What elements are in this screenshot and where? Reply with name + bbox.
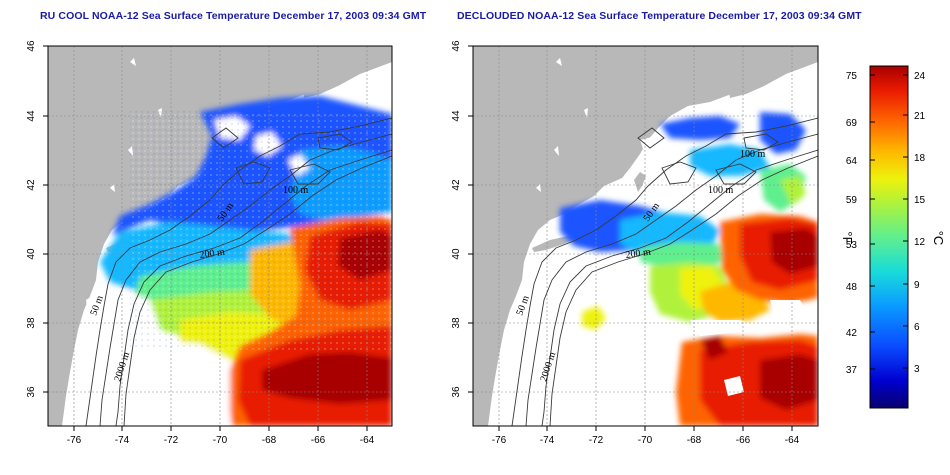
right-lon-tick-76: -76	[492, 435, 507, 446]
right-lon-tick-66: -66	[736, 435, 751, 446]
colorbar-c-tick-6: 6	[914, 322, 920, 333]
left-lon-tick-76: -76	[67, 435, 82, 446]
right-contour-label-100m-upper: 100 m	[740, 149, 766, 160]
colorbar-f-tick-69: 69	[846, 118, 858, 129]
right-contour-label-100m: 100 m	[708, 185, 734, 196]
left-gridlines	[48, 46, 392, 426]
colorbar-c-tick-15: 15	[914, 195, 926, 206]
right-lat-tick-36: 36	[451, 386, 462, 398]
colorbar-f-tick-75: 75	[846, 71, 858, 82]
right-lon-tick-72: -72	[589, 435, 604, 446]
left-lon-tick-74: -74	[115, 435, 130, 446]
colorbar: 75 69 64 59 53 48 42 37 24 21 18 15 12 9…	[840, 65, 946, 409]
left-cloud-speckle	[130, 110, 392, 350]
left-lat-tick-46: 46	[26, 40, 37, 52]
left-lat-tick-44: 44	[26, 110, 37, 122]
left-lat-tick-36: 36	[26, 386, 37, 398]
right-lat-tick-40: 40	[451, 248, 462, 260]
left-lon-tick-68: -68	[262, 435, 277, 446]
right-long-island	[532, 236, 576, 252]
left-axis-ticks	[43, 45, 368, 431]
colorbar-fahrenheit-unit: °F	[840, 231, 855, 244]
right-axis-ticks	[468, 45, 793, 431]
colorbar-c-tick-3: 3	[914, 364, 920, 375]
right-land-mass	[473, 46, 818, 426]
colorbar-c-tick-24: 24	[914, 71, 926, 82]
left-lon-tick-66: -66	[311, 435, 326, 446]
colorbar-c-tick-18: 18	[914, 153, 926, 164]
right-lat-tick-42: 42	[451, 179, 462, 191]
left-lat-tick-40: 40	[26, 248, 37, 260]
left-bathymetry-contours	[85, 117, 392, 426]
colorbar-f-tick-48: 48	[846, 282, 858, 293]
colorbar-gradient	[869, 65, 909, 409]
left-lon-tick-70: -70	[213, 435, 228, 446]
right-lat-tick-46: 46	[451, 40, 462, 52]
right-lon-tick-68: -68	[687, 435, 702, 446]
left-map-title: RU COOL NOAA-12 Sea Surface Temperature …	[40, 10, 427, 22]
right-nova-scotia	[726, 50, 818, 98]
right-lon-tick-64: -64	[785, 435, 800, 446]
colorbar-f-tick-64: 64	[846, 156, 858, 167]
right-map-panel: 100 m 100 m 50 m 200 m 50 m 2000 m -76 -…	[451, 40, 819, 446]
left-lon-tick-72: -72	[164, 435, 179, 446]
right-lat-tick-44: 44	[451, 110, 462, 122]
colorbar-f-tick-59: 59	[846, 195, 858, 206]
left-lat-tick-38: 38	[26, 317, 37, 329]
right-bathymetry-contours	[511, 117, 818, 426]
colorbar-f-tick-42: 42	[846, 328, 858, 339]
colorbar-ticks	[870, 74, 908, 370]
right-lon-tick-74: -74	[540, 435, 555, 446]
colorbar-c-tick-12: 12	[914, 237, 926, 248]
left-contour-label-100m: 100 m	[283, 185, 309, 196]
right-map-title: DECLOUDED NOAA-12 Sea Surface Temperatur…	[457, 10, 862, 22]
right-contour-label-200m: 200 m	[625, 247, 652, 261]
left-map-panel: 100 m 50 m 200 m 50 m 2000 m -76 -74 -72…	[26, 40, 393, 446]
left-contour-label-200m: 200 m	[199, 247, 226, 261]
left-lat-tick-42: 42	[26, 179, 37, 191]
right-cape-cod	[634, 172, 646, 192]
colorbar-c-tick-21: 21	[914, 111, 926, 122]
colorbar-c-tick-9: 9	[914, 280, 920, 291]
right-lon-tick-70: -70	[638, 435, 653, 446]
right-sst-field	[560, 112, 818, 426]
right-gridlines	[473, 46, 818, 426]
right-lat-tick-38: 38	[451, 317, 462, 329]
colorbar-f-tick-53: 53	[846, 240, 858, 251]
colorbar-f-tick-37: 37	[846, 365, 858, 376]
left-lon-tick-64: -64	[360, 435, 375, 446]
left-nova-scotia	[300, 50, 392, 98]
colorbar-celsius-unit: °C	[931, 231, 946, 246]
